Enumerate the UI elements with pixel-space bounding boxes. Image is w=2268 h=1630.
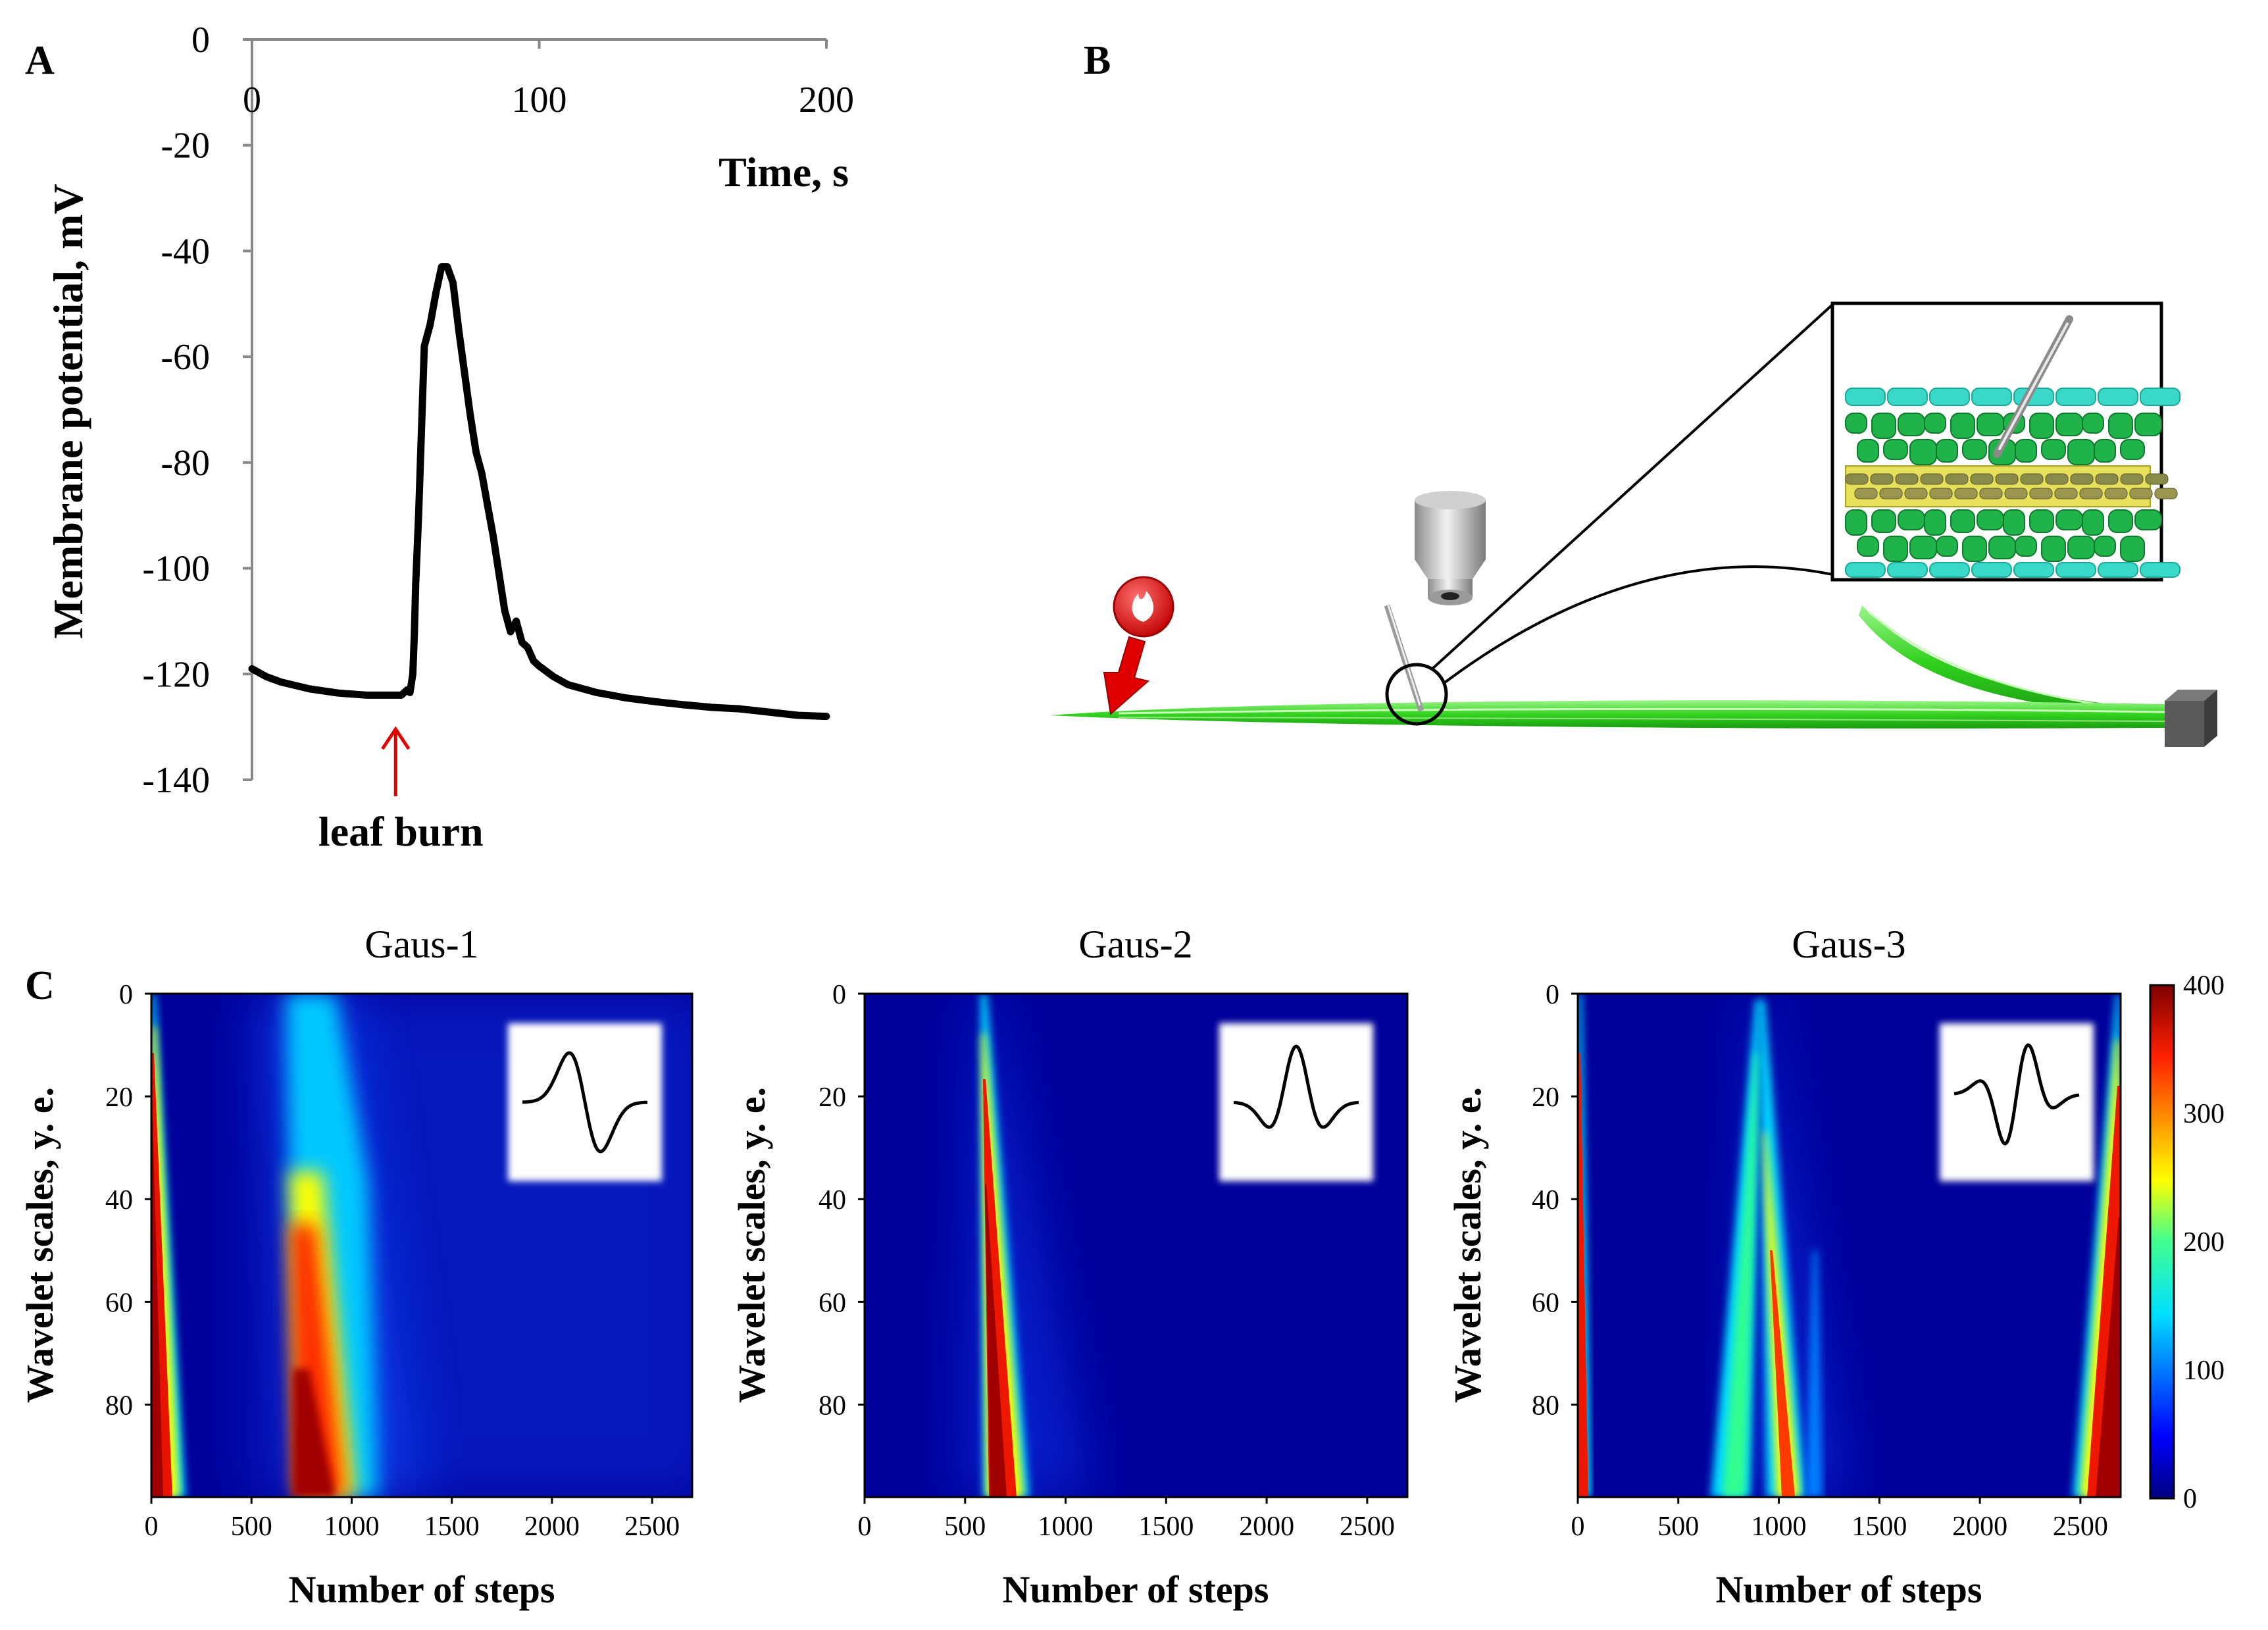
x-tick-label: 0 [243,80,261,120]
leaf-blade [1049,700,2165,729]
heatmap-gaus-1: Gaus-1 0 500 1000 1500 2000 2500 0 20 40 60 80 Nu… [18,923,693,1611]
x-axis-label: Number of steps [289,1568,555,1611]
panel-letter-c: C [25,963,55,1008]
colorbar-gradient [2149,984,2175,1500]
gaus3-wavelet-icon [1940,1023,2094,1181]
x-axis-label: Time, s [718,149,849,195]
x-tick-label: 2000 [1239,1512,1294,1542]
x-tick-label: 200 [799,80,854,120]
x-tick-label: 1500 [1138,1512,1194,1542]
x-tick-label: 0 [145,1512,159,1542]
heatmap-title: Gaus-1 [365,923,478,966]
y-tick-label: 0 [1546,980,1559,1010]
y-tick-label: 60 [1532,1288,1559,1318]
membrane-potential-series [248,263,830,721]
gaus1-wavelet-icon [508,1023,662,1181]
y-tick-label: 80 [1532,1390,1559,1421]
y-tick-label: 40 [1532,1185,1559,1215]
membrane-potential-chart: 0 100 200 0 -20 -40 -60 -80 -100 -120 -140 Time, … [45,20,854,855]
y-tick-label: -120 [142,654,210,695]
leaf-holder-clamp [2165,690,2217,747]
y-tick-label: 0 [832,980,846,1010]
y-axis-label: Wavelet scales, y. e. [1446,1087,1489,1403]
heatmap-gaus-3: Gaus-3 0 500 1000 1500 2000 2500 0 20 40 60 80 Nu… [1446,923,2122,1611]
y-tick-label: 40 [819,1185,846,1215]
x-tick-label: 1500 [1852,1512,1907,1542]
y-tick-label: -100 [142,549,210,590]
colorbar-tick-label: 400 [2183,971,2225,1001]
leaf-fold [1859,605,2165,717]
leaf-cross-section-inset [1830,301,2180,582]
y-axis-label: Wavelet scales, y. e. [18,1087,61,1403]
y-tick-label: 0 [119,980,133,1010]
burn-marker-icon [1103,576,1174,715]
zoom-line-top [1430,303,1834,671]
colorbar-tick-label: 300 [2183,1099,2225,1129]
panel-letter-b: B [1084,38,1111,83]
x-axis-label: Number of steps [1003,1568,1269,1611]
gaus2-wavelet-icon [1219,1023,1373,1181]
y-tick-label: 40 [105,1185,133,1215]
y-axis-label: Membrane potential, mV [45,184,91,638]
leaf-burn-arrow-icon [381,726,411,796]
x-tick-label: 1500 [424,1512,480,1542]
colorbar-tick-label: 0 [2183,1484,2197,1514]
microscope-objective-icon [1415,491,1486,605]
y-tick-label: -80 [161,443,210,484]
x-tick-label: 1000 [1751,1512,1807,1542]
x-tick-label: 2500 [2053,1512,2108,1542]
heatmap-title: Gaus-3 [1792,923,1905,966]
y-tick-label: 20 [1532,1082,1559,1113]
leaf-burn-label: leaf burn [318,808,484,855]
y-axis-label: Wavelet scales, y. e. [730,1087,773,1403]
y-tick-label: -40 [161,231,210,272]
x-axis-label: Number of steps [1716,1568,1982,1611]
x-tick-label: 2500 [624,1512,680,1542]
x-tick-label: 0 [858,1512,872,1542]
zoom-line-bottom [1444,565,1833,684]
x-tick-label: 2000 [524,1512,580,1542]
colorbar-tick-label: 200 [2183,1227,2225,1258]
colorbar-tick-label: 100 [2183,1356,2225,1386]
y-tick-label: 20 [819,1082,846,1113]
x-tick-label: 2000 [1952,1512,2007,1542]
colorbar: 0 100 200 300 400 [2149,971,2225,1514]
x-tick-label: 2500 [1340,1512,1395,1542]
y-tick-label: 20 [105,1082,133,1113]
y-tick-label: 0 [191,20,210,61]
experiment-diagram [1049,301,2217,747]
y-tick-label: 80 [105,1390,133,1421]
y-tick-label: 60 [105,1288,133,1318]
micro-electrode-icon [1384,604,1424,712]
x-tick-label: 1000 [1038,1512,1094,1542]
y-tick-label: 80 [819,1390,846,1421]
magnify-circle [1385,663,1448,726]
x-tick-label: 0 [1571,1512,1585,1542]
panel-letter-a: A [25,38,55,83]
heatmap-title: Gaus-2 [1078,923,1192,966]
x-tick-label: 500 [944,1512,986,1542]
x-tick-label: 100 [512,80,567,120]
y-tick-label: 60 [819,1288,846,1318]
heatmap-gaus-2: Gaus-2 0 500 1000 1500 2000 2500 0 20 40 60 80 Nu… [730,923,1409,1611]
y-tick-label: -140 [142,760,210,801]
y-tick-label: -60 [161,337,210,378]
y-tick-label: -20 [161,126,210,166]
x-tick-label: 1000 [324,1512,379,1542]
x-tick-label: 500 [1657,1512,1699,1542]
x-tick-label: 500 [231,1512,272,1542]
